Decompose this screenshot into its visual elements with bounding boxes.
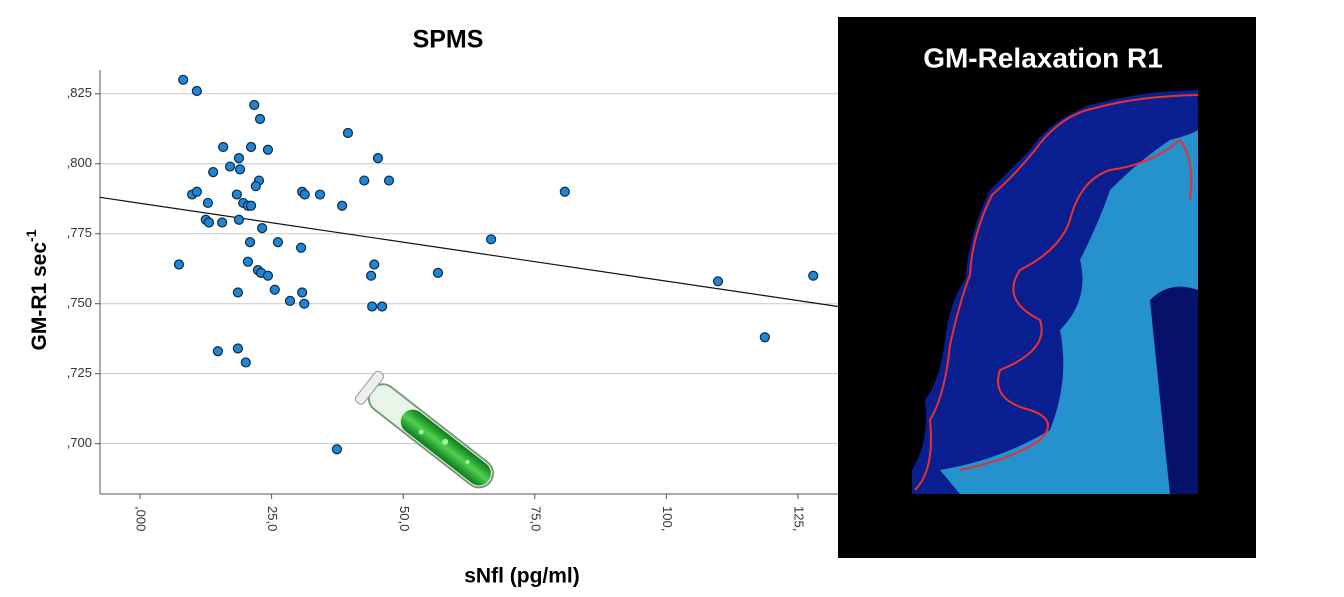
- x-axis-label: sNfl (pg/ml): [464, 565, 580, 588]
- data-point: [486, 234, 497, 245]
- data-point: [249, 99, 260, 111]
- y-tick-label: ,750: [67, 295, 92, 310]
- data-point: [208, 167, 219, 178]
- data-point: [224, 161, 236, 172]
- data-point: [295, 242, 307, 253]
- data-point: [712, 276, 724, 287]
- data-point: [254, 113, 266, 125]
- data-point: [250, 181, 261, 192]
- data-point: [432, 267, 444, 279]
- data-point: [559, 186, 570, 197]
- test-tube-icon: [354, 370, 494, 489]
- y-tick-label: ,725: [67, 365, 92, 380]
- data-point: [369, 259, 380, 270]
- data-point: [245, 141, 257, 153]
- data-point: [233, 214, 245, 225]
- y-tick-label: ,825: [67, 85, 92, 100]
- data-point: [191, 85, 202, 97]
- y-label-sup: -1: [23, 229, 39, 242]
- mri-image: [912, 90, 1199, 494]
- data-point: [178, 74, 189, 85]
- data-point: [244, 237, 256, 248]
- y-tick-label: ,800: [67, 155, 92, 170]
- data-point: [284, 295, 296, 306]
- x-tick-label: ,000: [134, 506, 149, 531]
- data-point: [377, 301, 388, 312]
- data-point: [299, 298, 310, 309]
- data-point: [314, 189, 326, 200]
- data-point: [342, 127, 354, 139]
- data-point: [245, 200, 257, 211]
- data-point: [365, 270, 377, 281]
- y-axis-label: GM-R1 sec-1: [23, 229, 51, 350]
- x-tick-label: 25,0: [265, 506, 280, 531]
- y-tick-label: ,775: [67, 225, 92, 240]
- data-point: [297, 287, 308, 298]
- data-point: [234, 164, 246, 175]
- data-point: [232, 287, 244, 298]
- data-point: [231, 189, 242, 200]
- data-point: [359, 175, 370, 186]
- x-tick-label: 125,: [792, 506, 807, 531]
- data-point: [202, 197, 214, 209]
- data-point: [203, 217, 215, 228]
- y-label-text: GM-R1 sec: [28, 242, 51, 351]
- data-point: [232, 343, 244, 354]
- data-point: [233, 153, 245, 164]
- plot-area: ,700 ,725 ,750 ,775 ,800 ,825 ,000 25,0 50,0 75,0…: [67, 70, 839, 531]
- data-point: [299, 189, 310, 200]
- data-point: [808, 270, 819, 281]
- data-point: [217, 217, 228, 228]
- x-tick-label: 75,0: [528, 506, 543, 531]
- data-point: [173, 259, 185, 270]
- y-tick-label: ,700: [67, 435, 92, 450]
- data-point: [262, 270, 274, 281]
- fit-line: [99, 196, 839, 308]
- data-point: [272, 237, 284, 248]
- data-point: [262, 144, 274, 155]
- data-point: [240, 357, 251, 368]
- panel-title: GM-Relaxation R1: [923, 42, 1163, 73]
- data-point: [242, 256, 254, 267]
- x-tick-label: 100,: [660, 506, 675, 531]
- data-point: [269, 284, 280, 295]
- data-point: [372, 153, 384, 164]
- data-point: [367, 301, 378, 312]
- data-point: [383, 175, 395, 186]
- data-point: [257, 223, 268, 234]
- data-point: [191, 186, 202, 197]
- data-point: [337, 200, 348, 211]
- chart-title: SPMS: [413, 26, 484, 54]
- data-point: [212, 346, 224, 357]
- data-point: [331, 444, 342, 455]
- x-tick-label: 50,0: [397, 506, 412, 531]
- data-point: [759, 332, 770, 343]
- data-point: [218, 141, 229, 153]
